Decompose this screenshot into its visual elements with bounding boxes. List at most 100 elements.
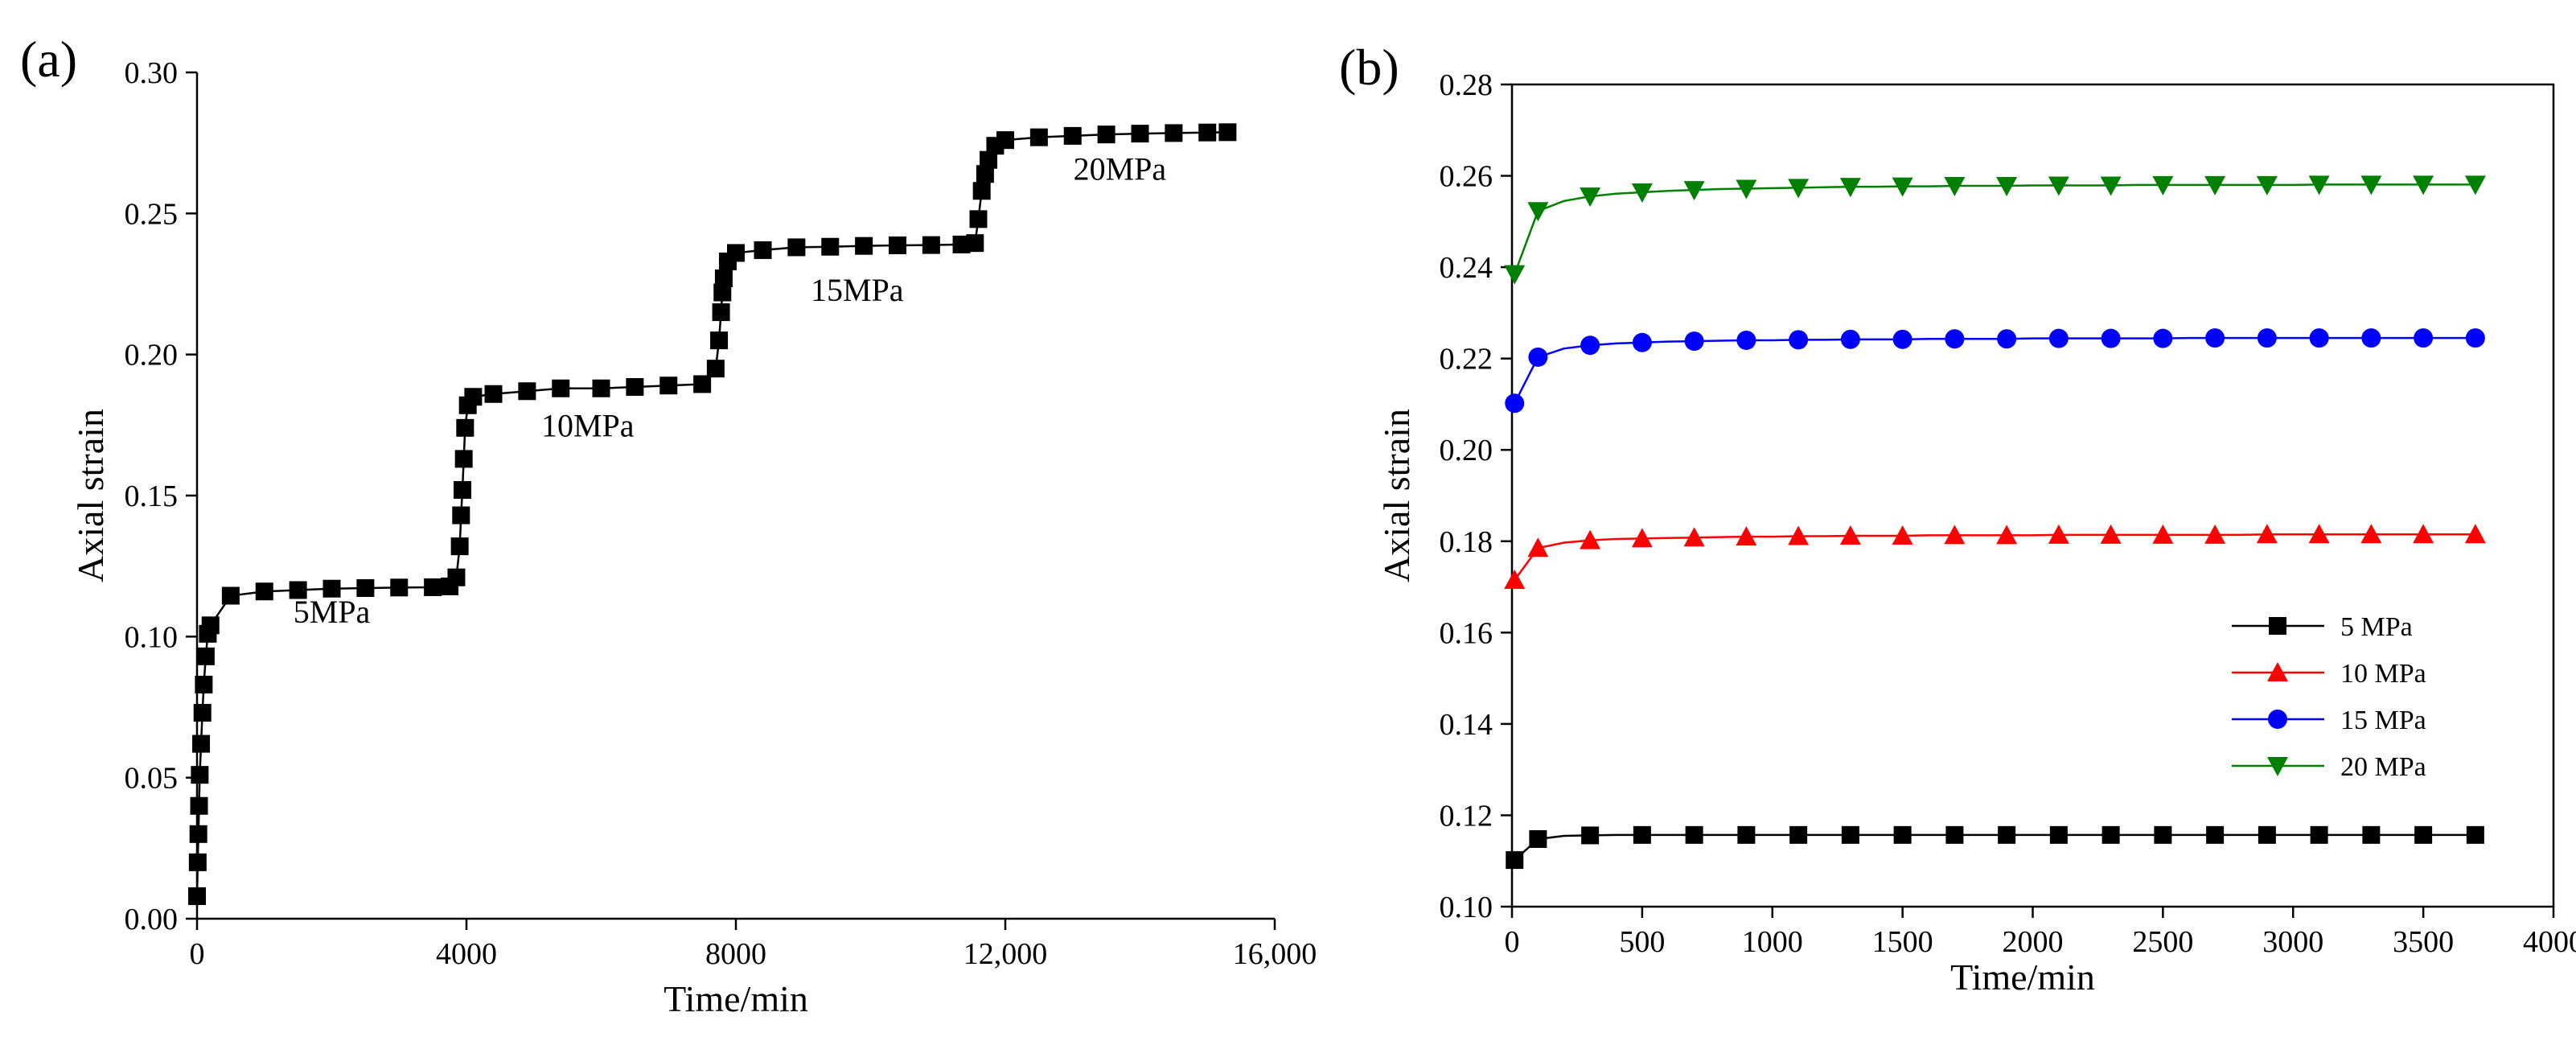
- panel-b-data-point: [2360, 524, 2382, 544]
- panel-a-data-point: [196, 647, 215, 665]
- panel-b-data-point: [1581, 826, 1600, 845]
- panel-a-data-point: [727, 244, 745, 262]
- panel-a-data-point: [976, 165, 994, 183]
- panel-b-data-point: [2258, 825, 2276, 844]
- panel-b-data-point: [1998, 825, 2016, 844]
- panel-b-data-point: [2048, 328, 2069, 348]
- panel-a-data-point: [693, 375, 712, 393]
- panel-b-data-point: [2413, 524, 2434, 544]
- panel-b-data-point: [2101, 328, 2121, 348]
- panel-b-y-tick-label: 0.18: [1440, 525, 1493, 559]
- panel-b-data-point: [1841, 825, 1859, 844]
- panel-b-data-point: [1736, 330, 1756, 350]
- panel-b-y-tick-label: 0.16: [1440, 616, 1493, 650]
- panel-b-data-point: [2152, 524, 2174, 544]
- panel-b-data-point: [2464, 524, 2486, 544]
- panel-a-y-tick-label: 0.10: [125, 620, 179, 654]
- panel-b-data-point: [2048, 524, 2069, 544]
- panel-b-legend: 5 MPa 10 MPa 15 MPa 20 MPa: [2232, 612, 2426, 782]
- panel-b-data-point: [1683, 181, 1705, 201]
- panel-b-data-point: [1945, 825, 1964, 844]
- panel-a-annotation: 15MPa: [811, 272, 904, 308]
- panel-b-y-axis-title: Axial strain: [1376, 409, 1417, 582]
- panel-a-data-point: [713, 283, 732, 302]
- panel-b-y-tick-label: 0.22: [1440, 343, 1493, 376]
- panel-a-data-point: [787, 238, 806, 257]
- panel-b-x-tick-label: 1000: [1742, 925, 1803, 959]
- panel-a-data-point: [188, 853, 207, 871]
- panel-a-data-point: [659, 376, 678, 395]
- panel-b-data-point: [1839, 525, 1861, 545]
- panel-b-series-line: [1514, 833, 2475, 862]
- panel-b-data-point: [2414, 825, 2433, 844]
- panel-a-data-point: [452, 506, 470, 525]
- panel-a-data-point: [189, 825, 207, 843]
- panel-a-data-point: [952, 235, 971, 253]
- panel-a-x-tick-label: 0: [190, 937, 205, 971]
- panel-a-data-point: [289, 581, 307, 599]
- panel-a-data-point: [454, 450, 473, 468]
- panel-b-data-point: [1683, 527, 1705, 547]
- panel-b-data-point: [1788, 525, 1810, 545]
- panel-b-data-point: [2256, 524, 2278, 544]
- legend-marker: [2267, 757, 2288, 776]
- panel-a-x-axis-title: Time/min: [664, 978, 808, 1019]
- panel-b-data-point: [1504, 265, 1526, 285]
- panel-b-data-point: [1789, 825, 1808, 844]
- panel-b-data-point: [1631, 183, 1653, 203]
- panel-b-data-point: [2257, 328, 2277, 348]
- panel-b-data-point: [2466, 825, 2484, 844]
- panel-a-y-axis-title: Axial strain: [70, 409, 111, 582]
- panel-a-data-point: [484, 385, 503, 403]
- panel-a-x-tick-label: 8000: [705, 937, 766, 971]
- panel-b-data-point: [2308, 175, 2330, 195]
- panel-b-data-point: [2154, 825, 2172, 844]
- panel-b-data-point: [1945, 329, 1965, 349]
- panel-a-data-point: [966, 234, 984, 253]
- panel-b-y-tick-label: 0.24: [1440, 251, 1493, 285]
- panel-b-data-point: [1580, 529, 1601, 549]
- panel-b-data-point: [1737, 825, 1756, 844]
- panel-a-data-point: [195, 675, 213, 693]
- panel-a-data-point: [552, 379, 570, 397]
- panel-b-x-tick-label: 0: [1505, 925, 1520, 959]
- panel-b-data-point: [1892, 329, 1912, 349]
- panel-a-annotation: 5MPa: [294, 594, 371, 630]
- panel-b-data-point: [2048, 176, 2069, 196]
- panel-a-data-point: [969, 210, 988, 228]
- panel-b-label: (b): [1339, 39, 1399, 96]
- panel-a-data-point: [191, 766, 209, 784]
- panel-b-data-point: [2205, 328, 2225, 348]
- panel-b-data-point: [1580, 187, 1601, 208]
- panel-b-data-point: [2464, 175, 2486, 195]
- panel-a-y-tick-label: 0.05: [125, 762, 179, 796]
- panel-a-data-point: [821, 237, 840, 256]
- panel-a-y-tick-label: 0.25: [125, 197, 179, 231]
- panel-a-data-point: [706, 360, 725, 378]
- chart-panel-a: 0 4000 8000 12,000 16,000 0.00 0.05 0.10 0.15 0.…: [70, 56, 1317, 1019]
- legend-marker: [2267, 662, 2288, 681]
- panel-b-data-point: [1944, 525, 1966, 545]
- panel-b-data-point: [1505, 393, 1525, 414]
- panel-b-data-point: [1631, 528, 1653, 548]
- panel-a-y-tick-label: 0.20: [125, 339, 179, 372]
- legend-label: 15 MPa: [2340, 706, 2426, 735]
- panel-a-data-point: [323, 579, 341, 598]
- panel-a-data-point: [972, 182, 991, 200]
- panel-b-data-point: [2360, 175, 2382, 195]
- panel-b-data-point: [1788, 179, 1810, 199]
- panel-a-data-point: [889, 236, 906, 254]
- panel-b-x-tick-label: 3000: [2262, 925, 2323, 959]
- panel-a-data-point: [592, 379, 610, 397]
- panel-a-data-point: [1097, 125, 1115, 144]
- panel-a-x-tick-label: 16,000: [1233, 937, 1317, 971]
- panel-a-data-point: [424, 578, 442, 596]
- panel-b-data-point: [2152, 175, 2174, 195]
- legend-marker: [2269, 617, 2286, 635]
- panel-b-data-point: [1996, 177, 2018, 197]
- panel-b-data-point: [1892, 525, 1913, 545]
- panel-b-data-point: [2310, 825, 2328, 844]
- panel-b-data-point: [1633, 825, 1651, 844]
- panel-b-y-tick-label: 0.12: [1440, 799, 1493, 833]
- panel-b-data-point: [1736, 526, 1757, 546]
